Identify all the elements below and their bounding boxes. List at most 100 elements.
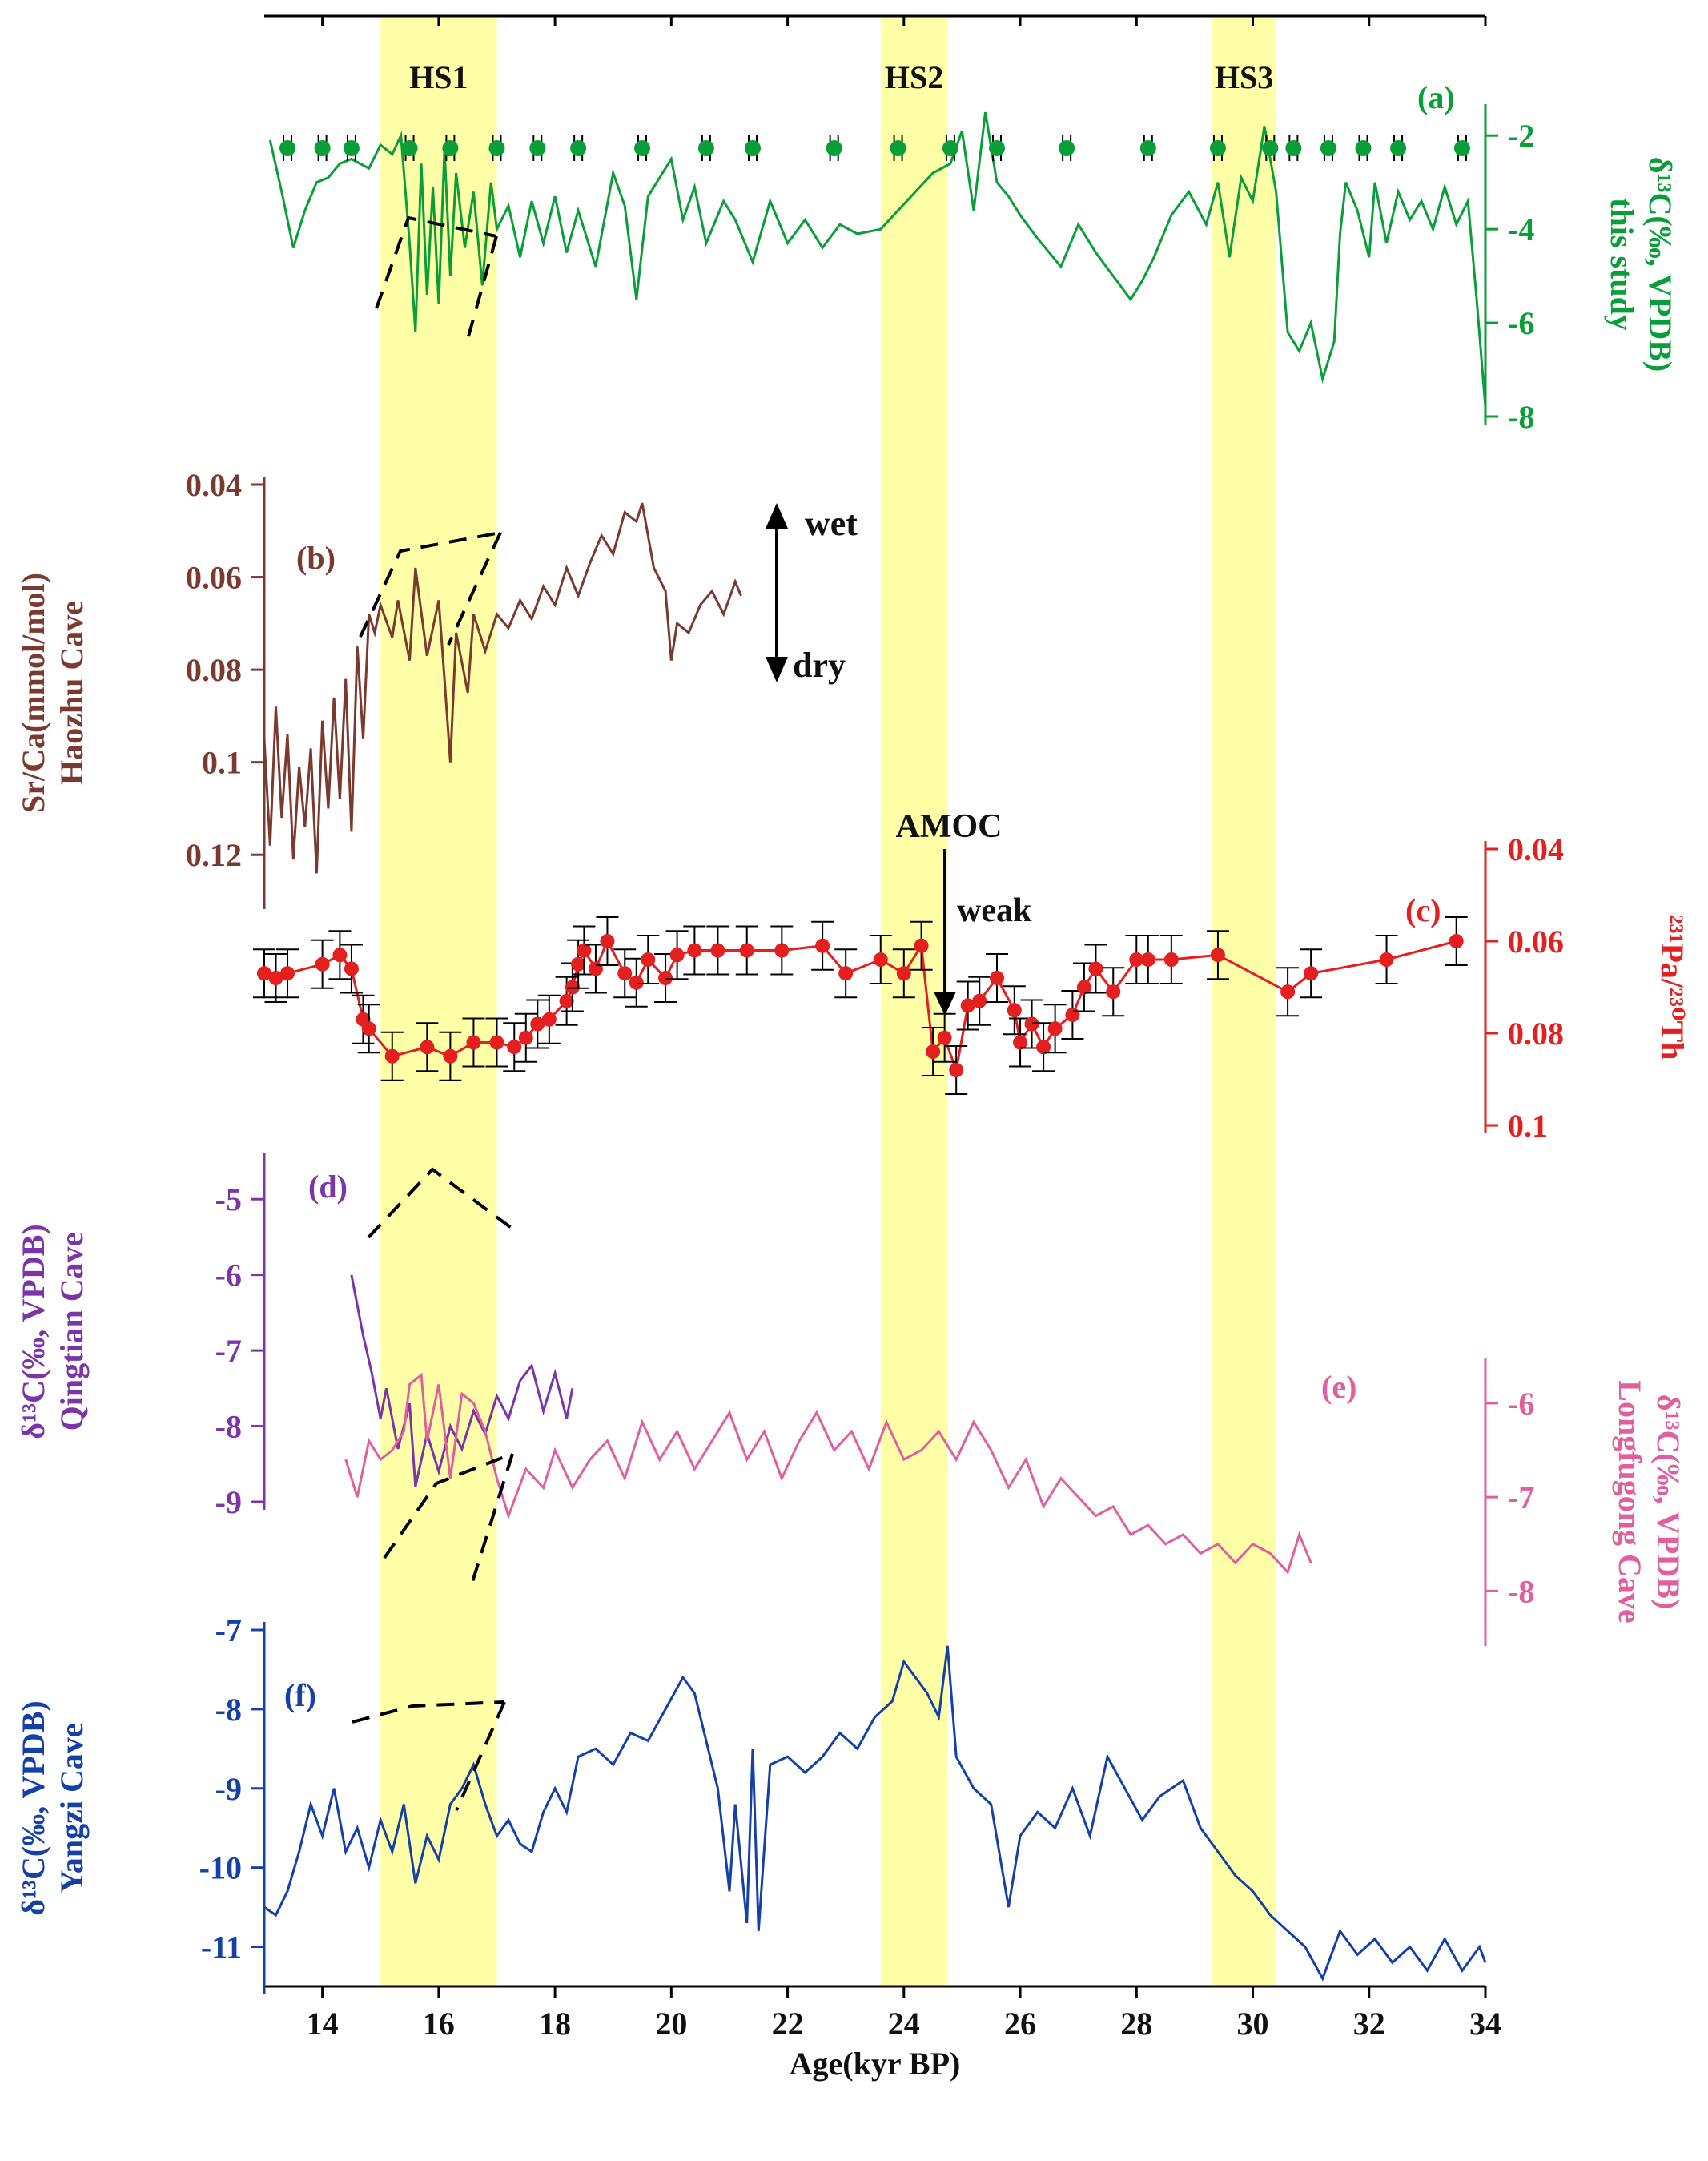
dating-point: [1059, 140, 1075, 156]
data-point: [530, 1016, 545, 1032]
y-axis-title: δ¹³C(‰, VPDB): [1642, 157, 1678, 372]
data-point: [815, 938, 830, 953]
data-point: [565, 980, 580, 995]
data-point: [914, 938, 929, 953]
data-point: [1379, 952, 1394, 967]
dating-point: [401, 140, 418, 156]
x-axis-title: Age(kyr BP): [790, 2046, 961, 2082]
trend-dashed-arrow: [467, 235, 498, 337]
trend-dashed-arrow: [455, 1701, 506, 1811]
trend-dashed-arrow: [359, 531, 501, 638]
dating-point: [697, 140, 714, 156]
dating-point: [314, 140, 331, 156]
y-tick-label: -11: [201, 1930, 242, 1966]
data-point: [280, 966, 295, 981]
y-tick-label: -4: [1508, 211, 1534, 247]
y-axis-title: δ¹³C(‰, VPDB): [15, 1700, 51, 1915]
x-tick-label: 18: [539, 2006, 571, 2042]
panel-f: -11 -10 -9 -8 -7 δ¹³C(‰, VPDB) Yangzi Cave (f): [15, 1612, 1487, 1994]
hs-band-label: HS1: [409, 59, 468, 95]
trend-dashed-arrow: [471, 1453, 514, 1583]
y-tick-label: -8: [215, 1409, 242, 1445]
data-point: [1106, 984, 1121, 1000]
data-point: [838, 966, 854, 981]
data-point: [774, 943, 790, 958]
data-point: [1449, 934, 1464, 948]
dating-point: [942, 140, 958, 156]
hs-band-label: HS3: [1215, 59, 1273, 95]
data-point: [949, 1063, 964, 1077]
series-line-b: [263, 502, 742, 874]
dating-point: [826, 140, 842, 156]
y-tick-label: -10: [199, 1850, 242, 1886]
data-point: [896, 966, 911, 981]
series-line-e: [344, 1372, 1312, 1575]
y-tick-label: 0.06: [186, 560, 242, 596]
panel-tag: (e): [1321, 1369, 1356, 1405]
data-point: [937, 1030, 952, 1045]
wet-label: wet: [805, 504, 858, 543]
data-point: [1007, 1003, 1022, 1018]
y-tick-label: -8: [1508, 1573, 1534, 1609]
data-point: [1280, 984, 1296, 1000]
panel-tag: (c): [1405, 892, 1441, 928]
series-line-a: [268, 111, 1487, 408]
data-point: [541, 1012, 557, 1027]
panel-e: -8 -7 -6 δ¹³C(‰, VPDB)Longfugong Cave (e): [344, 1358, 1686, 1646]
data-point: [466, 1035, 481, 1050]
dating-point: [1139, 140, 1156, 156]
dating-point: [634, 140, 651, 156]
dating-point: [1262, 140, 1279, 156]
dry-label: dry: [793, 646, 846, 685]
y-tick-label: -5: [215, 1181, 242, 1217]
data-point: [588, 961, 603, 976]
x-tick-label: 26: [1004, 2006, 1036, 2042]
y-axis-title: Longfugong Cave: [1612, 1380, 1648, 1623]
y-tick-label: 0.1: [202, 745, 242, 781]
data-point: [873, 952, 888, 967]
hs-band-2: [880, 16, 948, 1986]
dating-point: [279, 140, 296, 156]
data-point: [960, 998, 975, 1013]
y-tick-label: -8: [1508, 399, 1534, 435]
hs-band-1: [380, 16, 497, 1986]
data-point: [1163, 952, 1179, 967]
x-tick-label: 14: [307, 2006, 339, 2042]
data-point: [384, 1048, 400, 1064]
y-tick-label: -9: [215, 1484, 242, 1520]
dating-point: [989, 140, 1005, 156]
dating-point: [1209, 140, 1226, 156]
panel-d: -9 -8 -7 -6 -5 δ¹³C(‰, VPDB) Qingtian Cave (d): [15, 1153, 574, 1520]
dry-arrowhead: [766, 657, 788, 682]
data-point: [257, 966, 271, 981]
y-tick-label: -9: [215, 1771, 242, 1807]
data-point: [344, 961, 359, 976]
data-point: [629, 975, 644, 990]
y-tick-label: 0.08: [1508, 1016, 1564, 1052]
data-point: [420, 1040, 435, 1055]
x-tick-label: 34: [1469, 2006, 1501, 2042]
data-point: [268, 971, 283, 985]
trend-dashed-arrow: [383, 1452, 513, 1559]
data-point: [972, 993, 987, 1008]
dating-point: [890, 140, 906, 156]
data-point: [315, 956, 330, 972]
dating-point: [1355, 140, 1372, 156]
trend-dashed-arrow: [352, 1700, 505, 1724]
data-point: [1076, 980, 1091, 995]
y-tick-label: 0.12: [186, 837, 242, 873]
data-point: [361, 1021, 376, 1036]
y-axis-title: δ¹³C(‰, VPDB): [1650, 1394, 1686, 1609]
data-point: [559, 993, 574, 1008]
dating-point: [1320, 140, 1336, 156]
dating-point: [442, 140, 459, 156]
data-point: [669, 948, 685, 963]
panel-tag: (d): [308, 1169, 348, 1205]
data-point: [443, 1048, 458, 1064]
x-tick-label: 30: [1237, 2006, 1269, 2042]
data-point: [1129, 952, 1144, 967]
data-point: [332, 948, 348, 963]
y-tick-label: 0.04: [186, 467, 242, 503]
x-tick-label: 16: [423, 2006, 455, 2042]
